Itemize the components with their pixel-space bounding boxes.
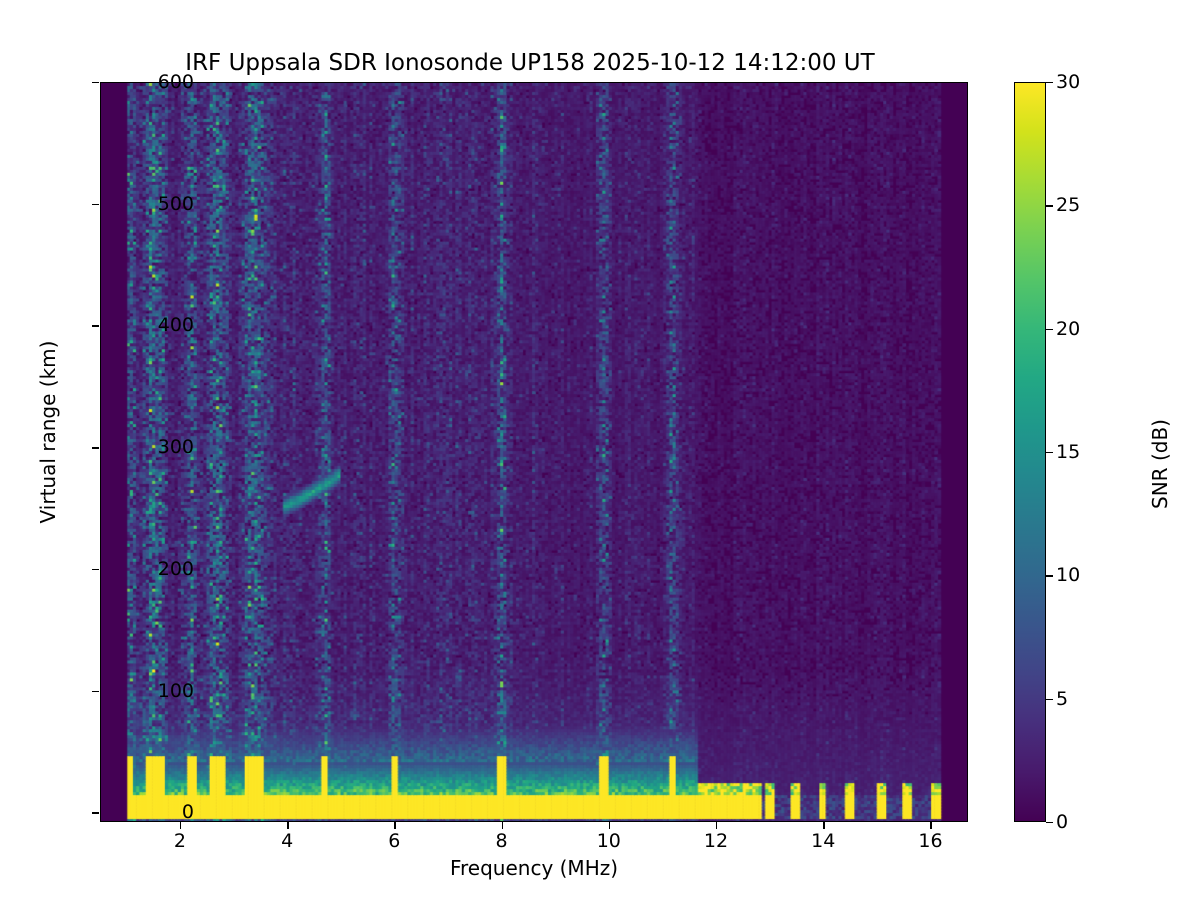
x-axis-tick-label: 12 xyxy=(703,830,729,852)
colorbar-tick-mark xyxy=(1046,205,1053,207)
colorbar-tick-mark xyxy=(1046,698,1053,701)
x-axis-tick-label: 4 xyxy=(281,830,294,852)
ionogram-plot-area xyxy=(100,82,968,822)
x-axis-tick-mark xyxy=(394,822,396,829)
colorbar-tick-label: 25 xyxy=(1056,194,1081,217)
colorbar-tick-mark xyxy=(1046,82,1053,84)
colorbar-tick-label: 10 xyxy=(1056,564,1081,587)
colorbar-tick-mark xyxy=(1046,822,1053,824)
x-axis-tick-mark xyxy=(930,822,932,829)
colorbar-tick-mark xyxy=(1046,452,1053,454)
y-axis-tick-label: 100 xyxy=(157,679,194,702)
x-axis-tick-label: 8 xyxy=(495,830,508,852)
colorbar-tick-mark xyxy=(1046,575,1053,577)
y-axis-tick-label: 0 xyxy=(181,801,194,824)
y-axis-label: Virtual range (km) xyxy=(36,340,60,524)
colorbar-gradient xyxy=(1015,83,1045,821)
colorbar-label: SNR (dB) xyxy=(1148,419,1172,509)
x-axis-tick-label: 6 xyxy=(388,830,401,852)
x-axis-tick-mark xyxy=(716,822,718,829)
ionogram-heatmap-canvas xyxy=(101,83,967,821)
colorbar-tick-label: 0 xyxy=(1056,811,1069,833)
y-axis-tick-mark xyxy=(92,568,99,571)
y-axis-tick-label: 400 xyxy=(157,314,194,337)
x-axis-label: Frequency (MHz) xyxy=(449,856,619,880)
x-axis-tick-label: 14 xyxy=(811,830,836,852)
y-axis-tick-mark xyxy=(92,690,99,692)
y-axis-tick-mark xyxy=(92,447,99,449)
colorbar-tick-label: 15 xyxy=(1056,441,1081,463)
y-axis-tick-label: 200 xyxy=(157,557,194,580)
x-axis-tick-mark xyxy=(287,822,289,829)
x-axis-tick-mark xyxy=(823,822,825,829)
y-axis-tick-mark xyxy=(92,82,99,84)
y-axis-tick-mark xyxy=(92,203,99,206)
colorbar-tick-label: 20 xyxy=(1056,317,1081,340)
x-axis-tick-mark xyxy=(179,822,182,829)
y-axis-tick-label: 300 xyxy=(157,436,194,459)
colorbar-tick-label: 30 xyxy=(1056,71,1081,93)
figure-title-line1: IRF Uppsala SDR Ionosonde UP158 2025-10-… xyxy=(185,50,875,76)
x-axis-tick-label: 16 xyxy=(918,830,943,852)
y-axis-tick-mark xyxy=(92,812,99,814)
colorbar-tick-mark xyxy=(1046,328,1053,331)
y-axis-tick-mark xyxy=(92,325,99,327)
x-axis-tick-mark xyxy=(501,822,503,829)
y-axis-tick-label: 600 xyxy=(157,71,194,93)
x-axis-tick-mark xyxy=(608,822,611,829)
colorbar-tick-label: 5 xyxy=(1056,687,1069,710)
colorbar xyxy=(1014,82,1046,822)
x-axis-tick-label: 2 xyxy=(173,830,186,852)
y-axis-tick-label: 500 xyxy=(157,192,194,215)
x-axis-tick-label: 10 xyxy=(596,830,621,852)
